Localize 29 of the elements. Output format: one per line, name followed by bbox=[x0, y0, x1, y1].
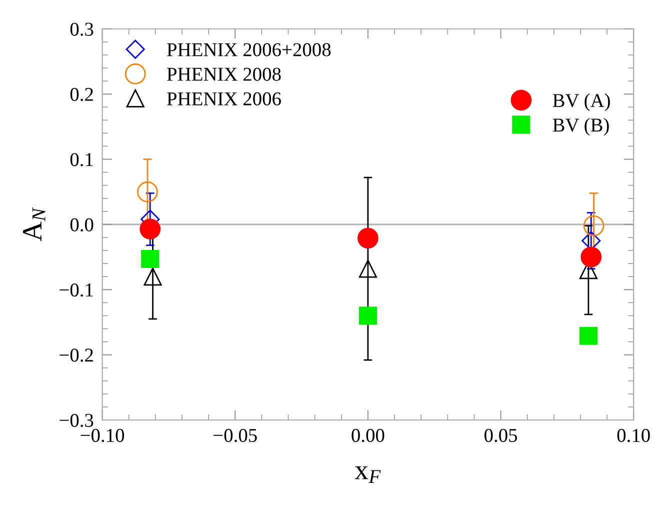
point bbox=[137, 181, 158, 202]
y-tick-label: 0.2 bbox=[70, 88, 93, 102]
point bbox=[579, 326, 598, 345]
y-tick-label: −0.1 bbox=[60, 283, 93, 297]
legend-label: PHENIX 2006+2008 bbox=[167, 43, 331, 56]
x-tick-label: −0.10 bbox=[80, 428, 124, 442]
x-tick-label: 0.10 bbox=[617, 428, 650, 442]
point bbox=[583, 215, 604, 236]
y-tick-label: 0.1 bbox=[70, 153, 93, 166]
point bbox=[140, 218, 161, 240]
legend-label: PHENIX 2006 bbox=[167, 92, 281, 106]
legend-label: BV (A) bbox=[552, 93, 610, 112]
point bbox=[580, 246, 602, 268]
point bbox=[358, 228, 378, 249]
y-tick-label: −0.3 bbox=[60, 414, 94, 428]
point bbox=[358, 260, 377, 278]
legend-label: PHENIX 2008 bbox=[167, 68, 281, 81]
x-tick-label: 0.00 bbox=[352, 428, 384, 442]
x-tick-label: −0.05 bbox=[214, 428, 257, 442]
point bbox=[358, 306, 377, 325]
point bbox=[141, 250, 160, 268]
legend-label: BV (B) bbox=[552, 118, 609, 136]
x-tick-label: 0.05 bbox=[484, 428, 518, 442]
y-axis-title: A$_{N}$ bbox=[23, 207, 46, 242]
y-tick-label: −0.2 bbox=[60, 348, 93, 362]
x-axis-title: x$_{F}$ bbox=[354, 466, 381, 483]
y-tick-label: 0.0 bbox=[70, 218, 94, 232]
y-tick-label: 0.3 bbox=[70, 22, 94, 36]
point bbox=[144, 268, 162, 286]
